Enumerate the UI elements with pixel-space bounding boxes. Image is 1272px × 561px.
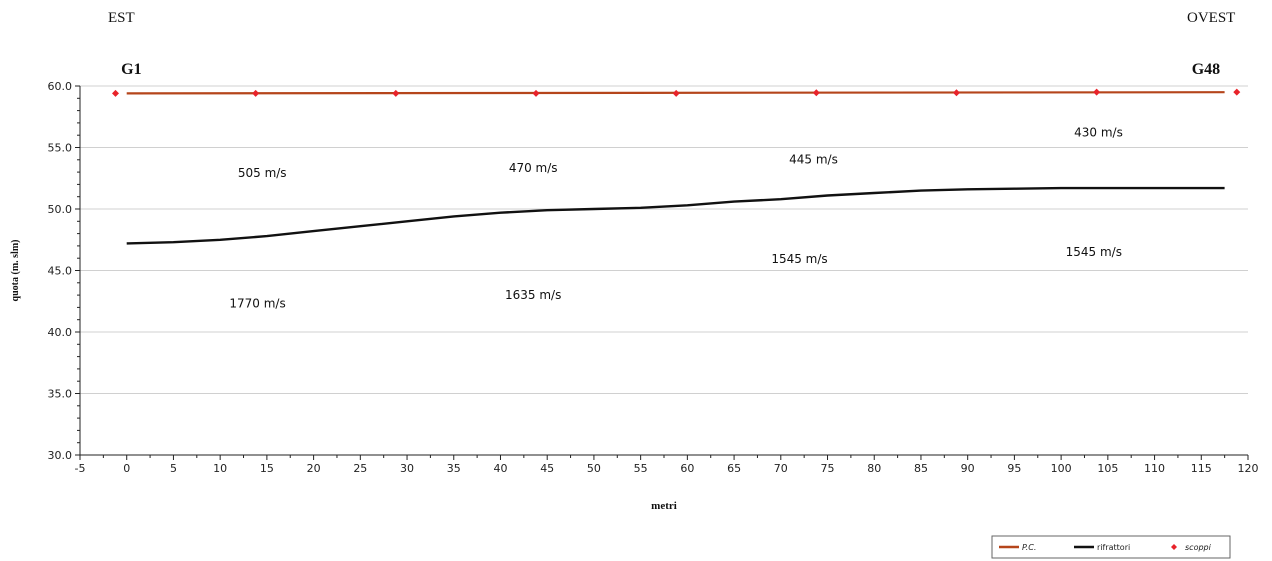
scoppi-marker	[672, 89, 680, 97]
scoppi-marker	[1093, 88, 1101, 96]
x-tick-label: 35	[447, 462, 461, 475]
legend: P.C. rifrattori scoppi	[991, 535, 1231, 559]
geophone-label: G1	[121, 61, 141, 78]
x-tick-label: 105	[1097, 462, 1118, 475]
series-line-rifrattori	[126, 186, 1225, 245]
x-tick-label: 5	[170, 462, 177, 475]
x-tick-label: 40	[493, 462, 507, 475]
y-tick-label: 60.0	[48, 80, 73, 93]
scoppi-marker	[532, 89, 540, 97]
velocity-label: 1635 m/s	[505, 288, 561, 302]
x-tick-label: 75	[821, 462, 835, 475]
x-axis-title: metri	[651, 500, 677, 512]
x-tick-label: 110	[1144, 462, 1165, 475]
y-tick-label: 40.0	[48, 326, 73, 339]
scoppi-marker	[392, 89, 400, 97]
x-tick-label: 0	[123, 462, 130, 475]
x-tick-label: 60	[680, 462, 694, 475]
scoppi-marker	[252, 89, 260, 97]
x-tick-label: 80	[867, 462, 881, 475]
x-tick-label: 20	[307, 462, 321, 475]
legend-swatch	[1171, 544, 1177, 550]
y-tick-label: 30.0	[48, 449, 73, 462]
velocity-label: 430 m/s	[1074, 126, 1123, 140]
y-tick-label: 35.0	[48, 388, 73, 401]
x-tick-label: 55	[634, 462, 648, 475]
x-tick-label: 115	[1191, 462, 1212, 475]
x-tick-label: 10	[213, 462, 227, 475]
y-tick-label: 50.0	[48, 203, 73, 216]
velocity-label: 505 m/s	[238, 166, 287, 180]
x-tick-label: 85	[914, 462, 928, 475]
geophone-label: G48	[1192, 61, 1220, 78]
x-tick-label: 15	[260, 462, 274, 475]
legend-box	[991, 535, 1231, 559]
x-tick-label: -5	[75, 462, 86, 475]
scoppi-marker	[812, 89, 820, 97]
scoppi-marker	[952, 89, 960, 97]
ovest-label: OVEST	[1187, 10, 1236, 26]
velocity-label: 445 m/s	[789, 153, 838, 167]
x-tick-label: 90	[961, 462, 975, 475]
scoppi-marker	[1233, 88, 1241, 96]
legend-label: rifrattori	[1097, 543, 1130, 552]
x-tick-label: 65	[727, 462, 741, 475]
x-tick-label: 120	[1238, 462, 1259, 475]
legend-label: scoppi	[1185, 543, 1212, 552]
scoppi-marker	[112, 89, 120, 97]
x-tick-label: 45	[540, 462, 554, 475]
x-tick-label: 100	[1051, 462, 1072, 475]
velocity-label: 1770 m/s	[229, 296, 285, 310]
velocity-label: 1545 m/s	[771, 252, 827, 266]
velocity-label: 470 m/s	[509, 161, 558, 175]
legend-label: P.C.	[1022, 543, 1036, 552]
x-tick-label: 25	[353, 462, 367, 475]
y-tick-label: 45.0	[48, 265, 73, 278]
y-tick-label: 55.0	[48, 142, 73, 155]
x-tick-label: 50	[587, 462, 601, 475]
est-label: EST	[108, 10, 135, 26]
y-axis-title: quota (m. slm)	[10, 240, 21, 302]
x-tick-label: 70	[774, 462, 788, 475]
x-tick-label: 95	[1007, 462, 1021, 475]
velocity-label: 1545 m/s	[1066, 245, 1122, 259]
x-tick-label: 30	[400, 462, 414, 475]
